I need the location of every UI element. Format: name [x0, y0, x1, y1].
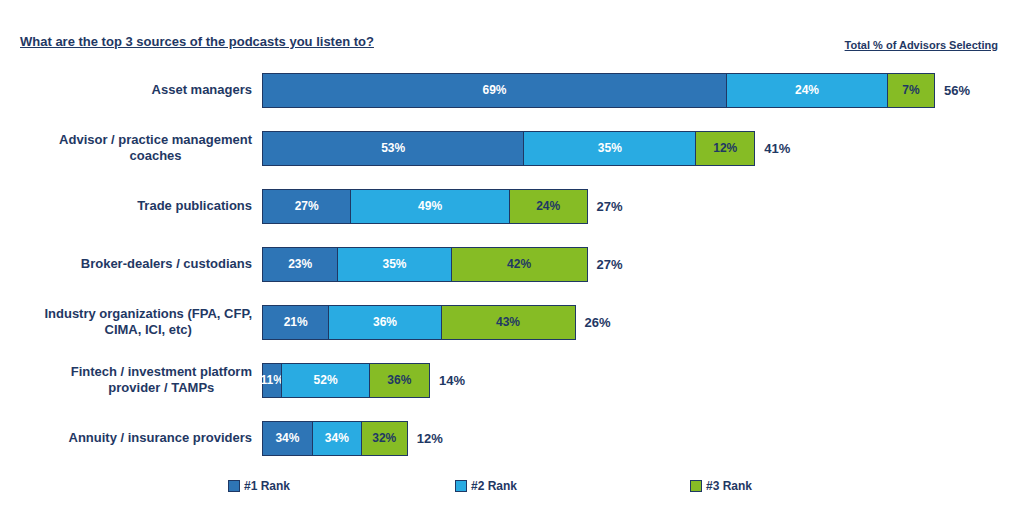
bar-segment-rank1: 23% — [263, 248, 337, 281]
legend-label: #1 Rank — [244, 479, 290, 493]
stacked-bar: 11% 52% 36% — [262, 363, 430, 398]
bar-segment-rank1: 11% — [263, 364, 281, 397]
legend-item-rank3: #3 Rank — [690, 479, 752, 493]
rank1-swatch-icon — [228, 480, 240, 492]
bar-segment-rank3: 42% — [451, 248, 587, 281]
stacked-bar: 27% 49% 24% — [262, 189, 588, 224]
bar-segment-rank3: 12% — [695, 132, 754, 165]
category-label: Asset managers — [0, 82, 252, 98]
chart-row: Advisor / practice management coaches 53… — [0, 119, 1024, 177]
bar-segment-rank3: 43% — [441, 306, 575, 339]
bar-segment-rank1: 34% — [263, 422, 312, 455]
stacked-bar: 34% 34% 32% — [262, 421, 408, 456]
total-column-header: Total % of Advisors Selecting — [845, 39, 998, 51]
bar-segment-rank3: 24% — [509, 190, 587, 223]
bar-segment-rank2: 24% — [726, 74, 887, 107]
total-percent-label: 14% — [439, 373, 465, 388]
stacked-bar: 53% 35% 12% — [262, 131, 755, 166]
total-percent-label: 56% — [944, 83, 970, 98]
stacked-bar: 23% 35% 42% — [262, 247, 588, 282]
bar-segment-rank1: 69% — [263, 74, 726, 107]
bar-segment-rank2: 35% — [337, 248, 450, 281]
legend-label: #3 Rank — [706, 479, 752, 493]
rank3-swatch-icon — [690, 480, 702, 492]
bar-segment-rank2: 35% — [523, 132, 695, 165]
bar-segment-rank3: 36% — [369, 364, 429, 397]
bar-segment-rank2: 49% — [350, 190, 509, 223]
bar-rows-container: Asset managers 69% 24% 7% 56% Advisor / … — [0, 61, 1024, 467]
chart-row: Fintech / investment platform provider /… — [0, 351, 1024, 409]
chart-row: Trade publications 27% 49% 24% 27% — [0, 177, 1024, 235]
bar-segment-rank2: 52% — [281, 364, 368, 397]
total-percent-label: 27% — [597, 199, 623, 214]
category-label: Annuity / insurance providers — [0, 430, 252, 446]
total-percent-label: 26% — [585, 315, 611, 330]
bar-segment-rank1: 53% — [263, 132, 523, 165]
category-label: Fintech / investment platform provider /… — [0, 364, 252, 397]
legend-item-rank2: #2 Rank — [455, 479, 517, 493]
category-label: Advisor / practice management coaches — [0, 132, 252, 165]
bar-segment-rank2: 34% — [312, 422, 361, 455]
legend: #1 Rank #2 Rank #3 Rank — [0, 479, 1024, 499]
chart-title: What are the top 3 sources of the podcas… — [20, 34, 374, 49]
category-label: Broker-dealers / custodians — [0, 256, 252, 272]
bar-segment-rank3: 32% — [361, 422, 407, 455]
total-percent-label: 12% — [417, 431, 443, 446]
stacked-bar: 21% 36% 43% — [262, 305, 576, 340]
legend-item-rank1: #1 Rank — [228, 479, 290, 493]
total-percent-label: 41% — [764, 141, 790, 156]
bar-segment-rank2: 36% — [328, 306, 440, 339]
chart-row: Asset managers 69% 24% 7% 56% — [0, 61, 1024, 119]
chart-row: Industry organizations (FPA, CFP, CIMA, … — [0, 293, 1024, 351]
category-label: Trade publications — [0, 198, 252, 214]
stacked-bar: 69% 24% 7% — [262, 73, 935, 108]
chart-row: Annuity / insurance providers 34% 34% 32… — [0, 409, 1024, 467]
rank2-swatch-icon — [455, 480, 467, 492]
bar-segment-rank1: 21% — [263, 306, 328, 339]
chart-canvas: What are the top 3 sources of the podcas… — [0, 0, 1024, 531]
legend-label: #2 Rank — [471, 479, 517, 493]
category-label: Industry organizations (FPA, CFP, CIMA, … — [0, 306, 252, 339]
bar-segment-rank1: 27% — [263, 190, 350, 223]
chart-row: Broker-dealers / custodians 23% 35% 42% … — [0, 235, 1024, 293]
total-percent-label: 27% — [597, 257, 623, 272]
bar-segment-rank3: 7% — [887, 74, 934, 107]
